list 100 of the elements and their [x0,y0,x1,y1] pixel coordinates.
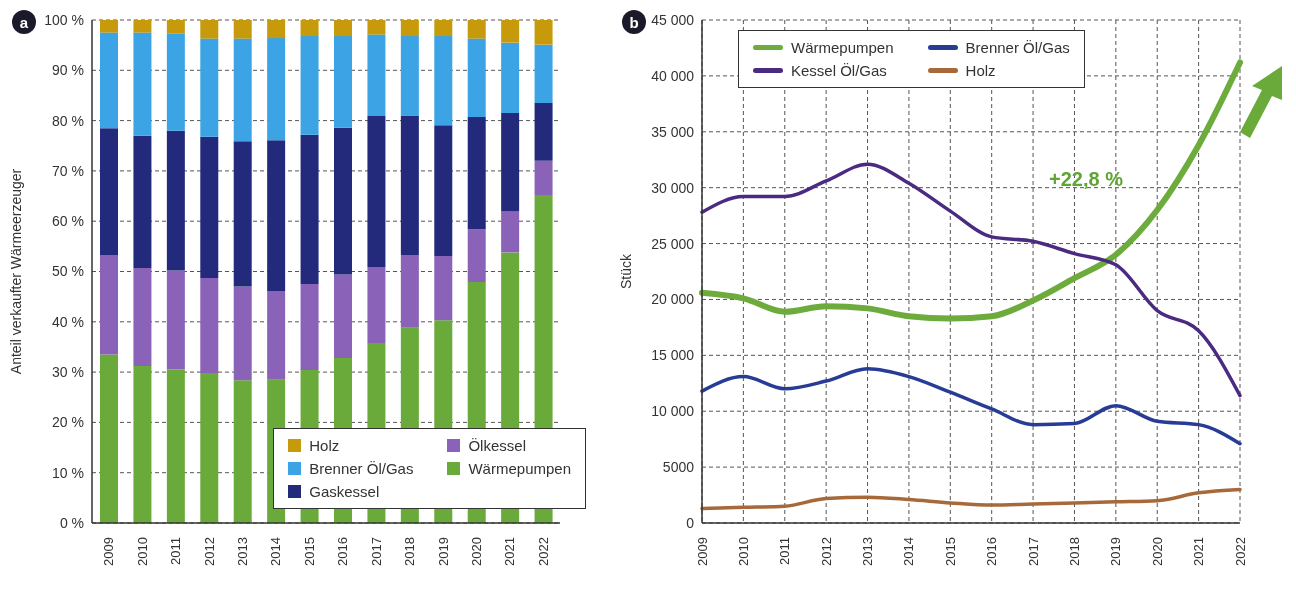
bar [100,354,118,523]
bar [367,116,386,267]
bar [233,20,252,39]
bar [133,135,152,268]
bar [434,125,453,256]
bar [501,42,520,114]
bar [367,34,386,117]
bar [367,266,386,343]
y-axis-title: Anteil verkaufter Wärmeerzeuger [7,168,24,375]
x-tick-label: 2018 [1066,537,1082,566]
y-tick-label: 90 % [52,62,84,79]
bar [133,366,152,523]
x-tick-label: 2022 [535,537,551,566]
bar [267,38,286,141]
x-tick-label: 2016 [335,537,351,566]
y-tick-label: 35 000 [651,123,695,140]
bar [300,134,319,285]
bar [467,229,486,283]
bar [434,255,453,321]
y-tick-label: 45 000 [651,11,695,28]
y-tick-label: 0 [686,514,695,531]
legend-label: Kessel Öl/Gas [791,62,887,79]
bar [133,20,152,33]
bar [200,20,219,39]
y-tick-label: 25 000 [651,235,695,252]
y-tick-label: 40 000 [651,67,695,84]
x-tick-label: 2015 [301,537,317,566]
legend-label: Holz [309,437,340,454]
bar [334,274,352,359]
bar [233,38,252,142]
y-tick-label: 10 % [52,464,84,481]
x-tick-label: 2012 [818,537,834,566]
bar [133,267,152,367]
bar [300,20,319,37]
bar [300,36,319,135]
x-tick-label: 2019 [435,537,451,566]
bar [501,20,520,43]
bar [166,270,185,370]
line-series [700,367,1242,446]
bar [334,127,352,275]
bar [100,254,118,355]
bar [334,36,352,128]
bar [300,284,319,371]
bar [534,160,553,196]
bar [200,278,219,374]
x-tick-label: 2014 [268,537,284,566]
y-tick-label: 50 % [52,263,84,280]
x-tick-label: 2021 [1191,537,1207,566]
x-tick-label: 2013 [860,537,876,566]
bar [267,20,286,39]
legend-label: Brenner Öl/Gas [965,39,1070,56]
y-tick-label: 20 % [52,414,84,431]
x-tick-label: 2020 [1149,537,1165,566]
x-tick-label: 2014 [901,537,917,566]
bar [434,36,453,126]
x-tick-label: 2013 [234,537,250,566]
bar [133,32,152,136]
bar [400,20,419,37]
x-tick-label: 2020 [468,537,484,566]
bar [200,38,219,137]
bar [166,369,185,523]
bar [400,36,419,116]
bar [166,130,185,271]
legend-label: Wärmepumpen [468,460,571,477]
y-tick-label: 0 % [59,514,84,531]
bar [166,33,185,131]
bar [534,44,553,103]
bar [100,128,118,255]
bar [467,38,486,118]
x-tick-label: 2021 [502,537,518,566]
bar [166,20,185,34]
y-tick-label: 20 000 [651,291,695,308]
legend-label: Gaskessel [309,483,380,500]
x-tick-label: 2019 [1108,537,1124,566]
x-tick-label: 2009 [694,537,710,566]
bar [467,20,486,39]
legend-label: Brenner Öl/Gas [309,460,414,477]
bar [501,211,520,253]
bar [233,380,252,523]
x-tick-label: 2015 [942,537,958,566]
annotation: +22,8 % [1049,168,1123,191]
x-tick-label: 2016 [984,537,1000,566]
x-tick-label: 2010 [134,537,150,566]
x-tick-label: 2010 [735,537,751,566]
bar [534,20,553,45]
chart-title: b [622,10,646,34]
x-tick-label: 2012 [201,537,217,566]
y-tick-label: 5000 [662,459,695,476]
x-tick-label: 2017 [1025,537,1041,566]
y-tick-label: 40 % [52,313,84,330]
bar [334,20,352,37]
bar [233,141,252,287]
bar [100,32,118,129]
legend-label: Ölkessel [468,437,526,454]
x-tick-label: 2011 [168,537,184,565]
bar [400,254,419,328]
y-tick-label: 100 % [44,11,84,28]
x-tick-label: 2017 [368,537,384,566]
y-tick-label: 70 % [52,162,84,179]
y-tick-label: 30 000 [651,179,695,196]
